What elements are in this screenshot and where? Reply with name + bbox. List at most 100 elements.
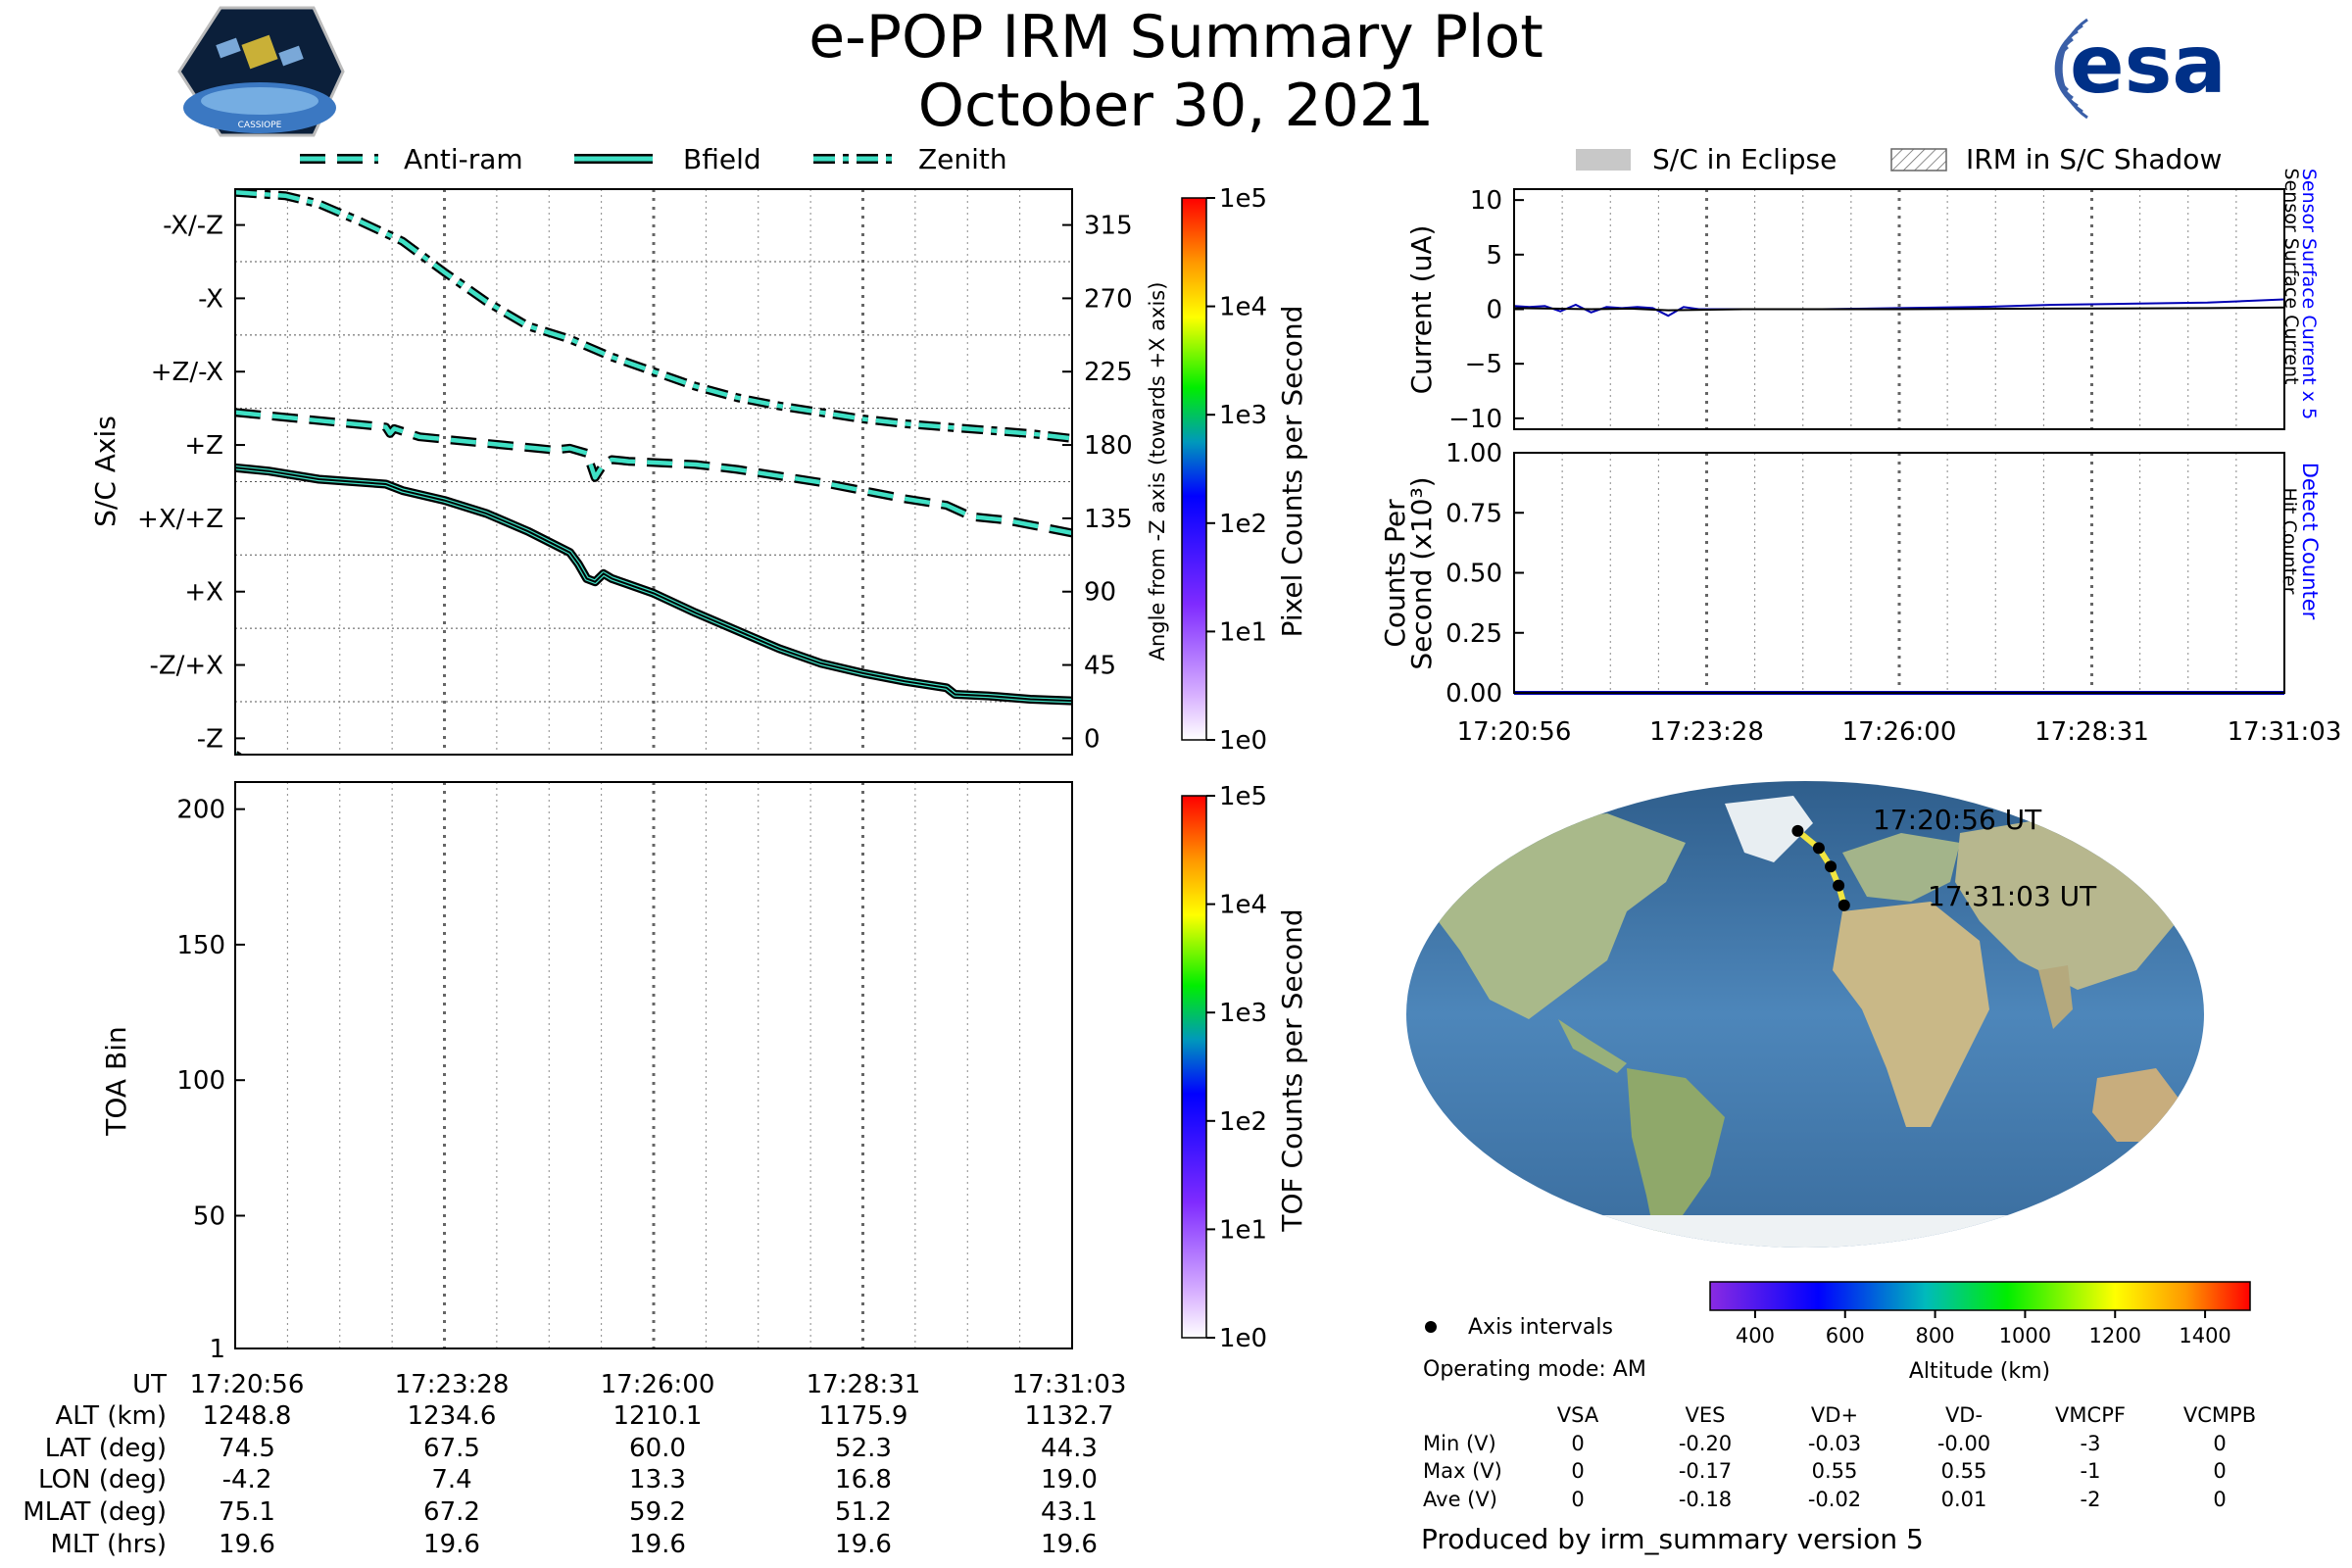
voltage-cell-2-1: -0.18 [1679, 1488, 1732, 1511]
ephemeris-cell-5-3: 19.6 [835, 1530, 892, 1559]
ephemeris-cell-2-0: 74.5 [219, 1434, 275, 1463]
counts-ytick-0: 1.00 [1446, 439, 1502, 468]
map-start-label: 17:20:56 UT [1873, 804, 2042, 836]
voltage-table: VSA VES VD+ VD- VMCPF VCMPB Min (V) 0 -0.20 -0.03… [1423, 1403, 2256, 1511]
legend-item-anti-ram: Anti-ram [300, 143, 523, 175]
orbit-map: 17:20:56 UT 17:31:03 UT [1406, 781, 2204, 1248]
counts-xtick-3: 17:28:31 [2034, 717, 2149, 747]
orbit-track-point-3 [1833, 879, 1845, 892]
voltage-col-vcmpb: VCMPB [2183, 1403, 2256, 1427]
current-ytick-4: −10 [1448, 405, 1502, 434]
toa-ylabel: TOA Bin [100, 1026, 132, 1136]
map-end-label: 17:31:03 UT [1928, 880, 2097, 912]
voltage-cell-0-0: 0 [1571, 1432, 1584, 1455]
plot-title: e-POP IRM Summary Plot [808, 3, 1544, 72]
legend-label-bfield: Bfield [683, 143, 761, 175]
ephemeris-cell-0-4: 17:31:03 [1012, 1370, 1127, 1399]
current-y-ticks: 10 5 0 −5 −10 [1448, 186, 1524, 434]
ephemeris-cell-2-4: 44.3 [1041, 1434, 1098, 1463]
voltage-cell-0-4: -3 [2081, 1432, 2101, 1455]
voltage-cell-0-5: 0 [2213, 1432, 2226, 1455]
ephemeris-cell-1-0: 1248.8 [203, 1401, 292, 1431]
sc-axis-right-ylabel: Angle from -Z axis (towards +X axis) [1146, 282, 1169, 662]
current-ytick-0: 10 [1470, 186, 1502, 216]
ephemeris-cell-0-1: 17:23:28 [395, 1370, 510, 1399]
tof-colorbar-tick-3: 1e2 [1219, 1107, 1267, 1137]
footer-text: Produced by irm_summary version 5 [1421, 1523, 1924, 1555]
pixel-colorbar-label: Pixel Counts per Second [1276, 306, 1308, 638]
voltage-cell-1-3: 0.55 [1941, 1459, 1987, 1483]
voltage-col-vsa: VSA [1557, 1403, 1599, 1427]
orbit-track-point-4 [1838, 899, 1850, 911]
tof-colorbar-tick-0: 1e5 [1219, 782, 1267, 811]
current-panel: 10 5 0 −5 −10 Current (uA) Sensor Surface Cu… [1405, 169, 2320, 434]
sc-ytick-right-0: 315 [1084, 212, 1133, 241]
sc-series-anti-ram-line [235, 410, 1072, 536]
legend-item-zenith: Zenith [813, 143, 1007, 175]
sc-ytick-left-0: -X/-Z [163, 212, 223, 241]
voltage-cell-0-1: -0.20 [1679, 1432, 1732, 1455]
ephemeris-cell-4-0: 75.1 [219, 1497, 275, 1527]
counts-xtick-1: 17:23:28 [1649, 717, 1764, 747]
altitude-tick-2: 800 [1916, 1324, 1955, 1348]
sc-ytick-left-6: -Z/+X [149, 652, 223, 681]
ephemeris-cell-4-2: 59.2 [629, 1497, 686, 1527]
current-right-label-x5: Sensor Surface Current x 5 [2298, 169, 2320, 419]
voltage-cell-0-3: -0.00 [1937, 1432, 1990, 1455]
legend-label-shadow: IRM in S/C Shadow [1966, 143, 2222, 175]
sc-ytick-left-2: +Z/-X [151, 358, 223, 387]
ephemeris-header-5: MLT (hrs) [51, 1530, 168, 1559]
altitude-colorbar: 400 600 800 1000 1200 1400 Altitude (km) [1709, 1281, 2251, 1384]
ephemeris-cell-5-4: 19.6 [1041, 1530, 1098, 1559]
toa-ytick-1: 150 [176, 931, 225, 960]
voltage-col-vmcpf: VMCPF [2055, 1403, 2126, 1427]
current-ytick-1: 5 [1486, 241, 1502, 270]
toa-ytick-2: 100 [176, 1066, 225, 1096]
sc-ytick-left-1: -X [198, 284, 223, 314]
orbit-track-point-0 [1791, 824, 1804, 837]
legend-eclipse: S/C in Eclipse IRM in S/C Shadow [1576, 143, 2222, 175]
sc-axis-panel: -X/-Z -X +Z/-X +Z +X/+Z +X -Z/+X -Z 315 270 225 18… [89, 188, 1169, 756]
counts-ylabel-line1: Counts Per [1379, 499, 1411, 648]
altitude-colorbar-label: Altitude (km) [1909, 1359, 2050, 1384]
pixel-colorbar-tick-2: 1e3 [1219, 401, 1267, 430]
sc-ytick-right-4: 135 [1084, 505, 1133, 534]
sc-ytick-right-1: 270 [1084, 284, 1133, 314]
sc-ytick-right-3: 180 [1084, 431, 1133, 461]
altitude-tick-0: 400 [1736, 1324, 1775, 1348]
counts-y-ticks: 1.00 0.75 0.50 0.25 0.00 [1446, 439, 1524, 709]
tof-colorbar-label: TOF Counts per Second [1276, 908, 1308, 1232]
ephemeris-cell-5-0: 19.6 [219, 1530, 275, 1559]
ephemeris-cell-2-1: 67.5 [423, 1434, 480, 1463]
current-ytick-3: −5 [1465, 350, 1502, 379]
current-series-1 [1514, 306, 2284, 312]
ephemeris-header-3: LON (deg) [38, 1465, 167, 1494]
voltage-cell-1-4: -1 [2081, 1459, 2101, 1483]
sc-series-bfield-core [235, 466, 1072, 703]
ephemeris-cell-3-4: 19.0 [1041, 1465, 1098, 1494]
ephemeris-cell-5-2: 19.6 [629, 1530, 686, 1559]
sc-axis-lines [235, 189, 1072, 755]
toa-panel: 200 150 100 50 1 TOA Bin [100, 781, 1073, 1364]
voltage-col-ves: VES [1686, 1403, 1726, 1427]
tof-colorbar-tick-1: 1e4 [1219, 891, 1267, 920]
orbit-track [1791, 824, 1850, 911]
voltage-row-label-2: Ave (V) [1423, 1488, 1497, 1511]
toa-ytick-0: 200 [176, 796, 225, 825]
current-ylabel: Current (uA) [1405, 225, 1438, 395]
counts-xtick-2: 17:26:00 [1842, 717, 1957, 747]
counts-ytick-2: 0.50 [1446, 560, 1502, 589]
sc-ytick-right-6: 45 [1084, 652, 1116, 681]
counts-time-gridlines [1561, 453, 2237, 693]
ephemeris-cell-1-3: 1175.9 [819, 1401, 908, 1431]
toa-ytick-4: 1 [209, 1335, 225, 1364]
voltage-cell-2-3: 0.01 [1941, 1488, 1987, 1511]
voltage-cell-0-2: -0.03 [1808, 1432, 1861, 1455]
voltage-cell-2-2: -0.02 [1808, 1488, 1861, 1511]
counts-xtick-0: 17:20:56 [1457, 717, 1572, 747]
ephemeris-cell-3-3: 16.8 [835, 1465, 892, 1494]
pixel-colorbar: 1e5 1e4 1e3 1e2 1e1 1e0 Pixel Counts per Seco… [1181, 184, 1308, 756]
sc-axis-ylabel: S/C Axis [89, 416, 122, 527]
tof-colorbar-tick-2: 1e3 [1219, 999, 1267, 1028]
